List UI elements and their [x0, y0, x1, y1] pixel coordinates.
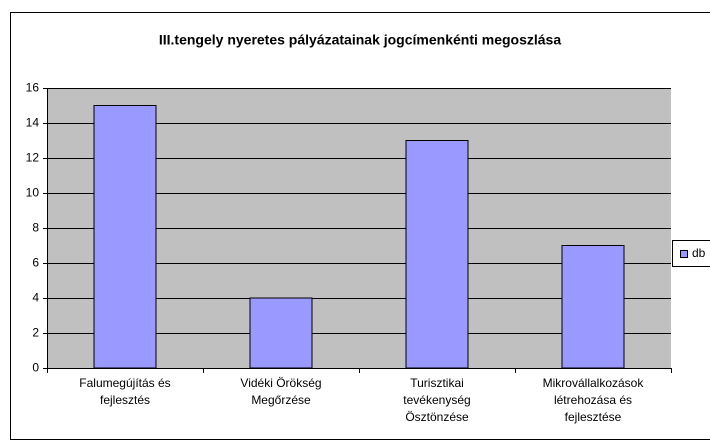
y-tick-label: 2	[32, 326, 39, 340]
y-tick-label: 6	[32, 256, 39, 270]
y-tick-label: 12	[26, 151, 40, 165]
y-tick-label: 14	[26, 116, 40, 130]
legend-box	[672, 240, 710, 267]
bar	[405, 140, 469, 369]
x-tick-label: fejlesztés	[100, 393, 150, 407]
chart-title: III.tengely nyeretes pályázatainak jogcí…	[159, 32, 561, 48]
x-tick-label: Megőrzése	[251, 393, 311, 407]
legend-swatch	[680, 250, 688, 258]
x-tick-label: tevékenység	[403, 393, 470, 407]
y-tick-label: 0	[32, 361, 39, 375]
bar	[561, 245, 625, 369]
x-tick-label: Falumegújítás és	[79, 376, 170, 390]
legend-label: db	[692, 246, 706, 260]
x-tick-label: Turisztikai	[410, 376, 464, 390]
y-tick-label: 10	[26, 186, 40, 200]
y-tick-label: 8	[32, 221, 39, 235]
x-tick-label: Vidéki Örökség	[240, 376, 321, 390]
x-tick-label: Ösztönzése	[405, 410, 469, 424]
bar	[249, 297, 313, 369]
y-tick-label: 16	[26, 81, 40, 95]
x-tick-label: fejlesztése	[565, 410, 622, 424]
bar	[93, 105, 157, 369]
x-tick-label: létrehozása és	[554, 393, 632, 407]
x-tick-label: Mikrovállalkozások	[543, 376, 645, 390]
y-tick-label: 4	[32, 291, 39, 305]
